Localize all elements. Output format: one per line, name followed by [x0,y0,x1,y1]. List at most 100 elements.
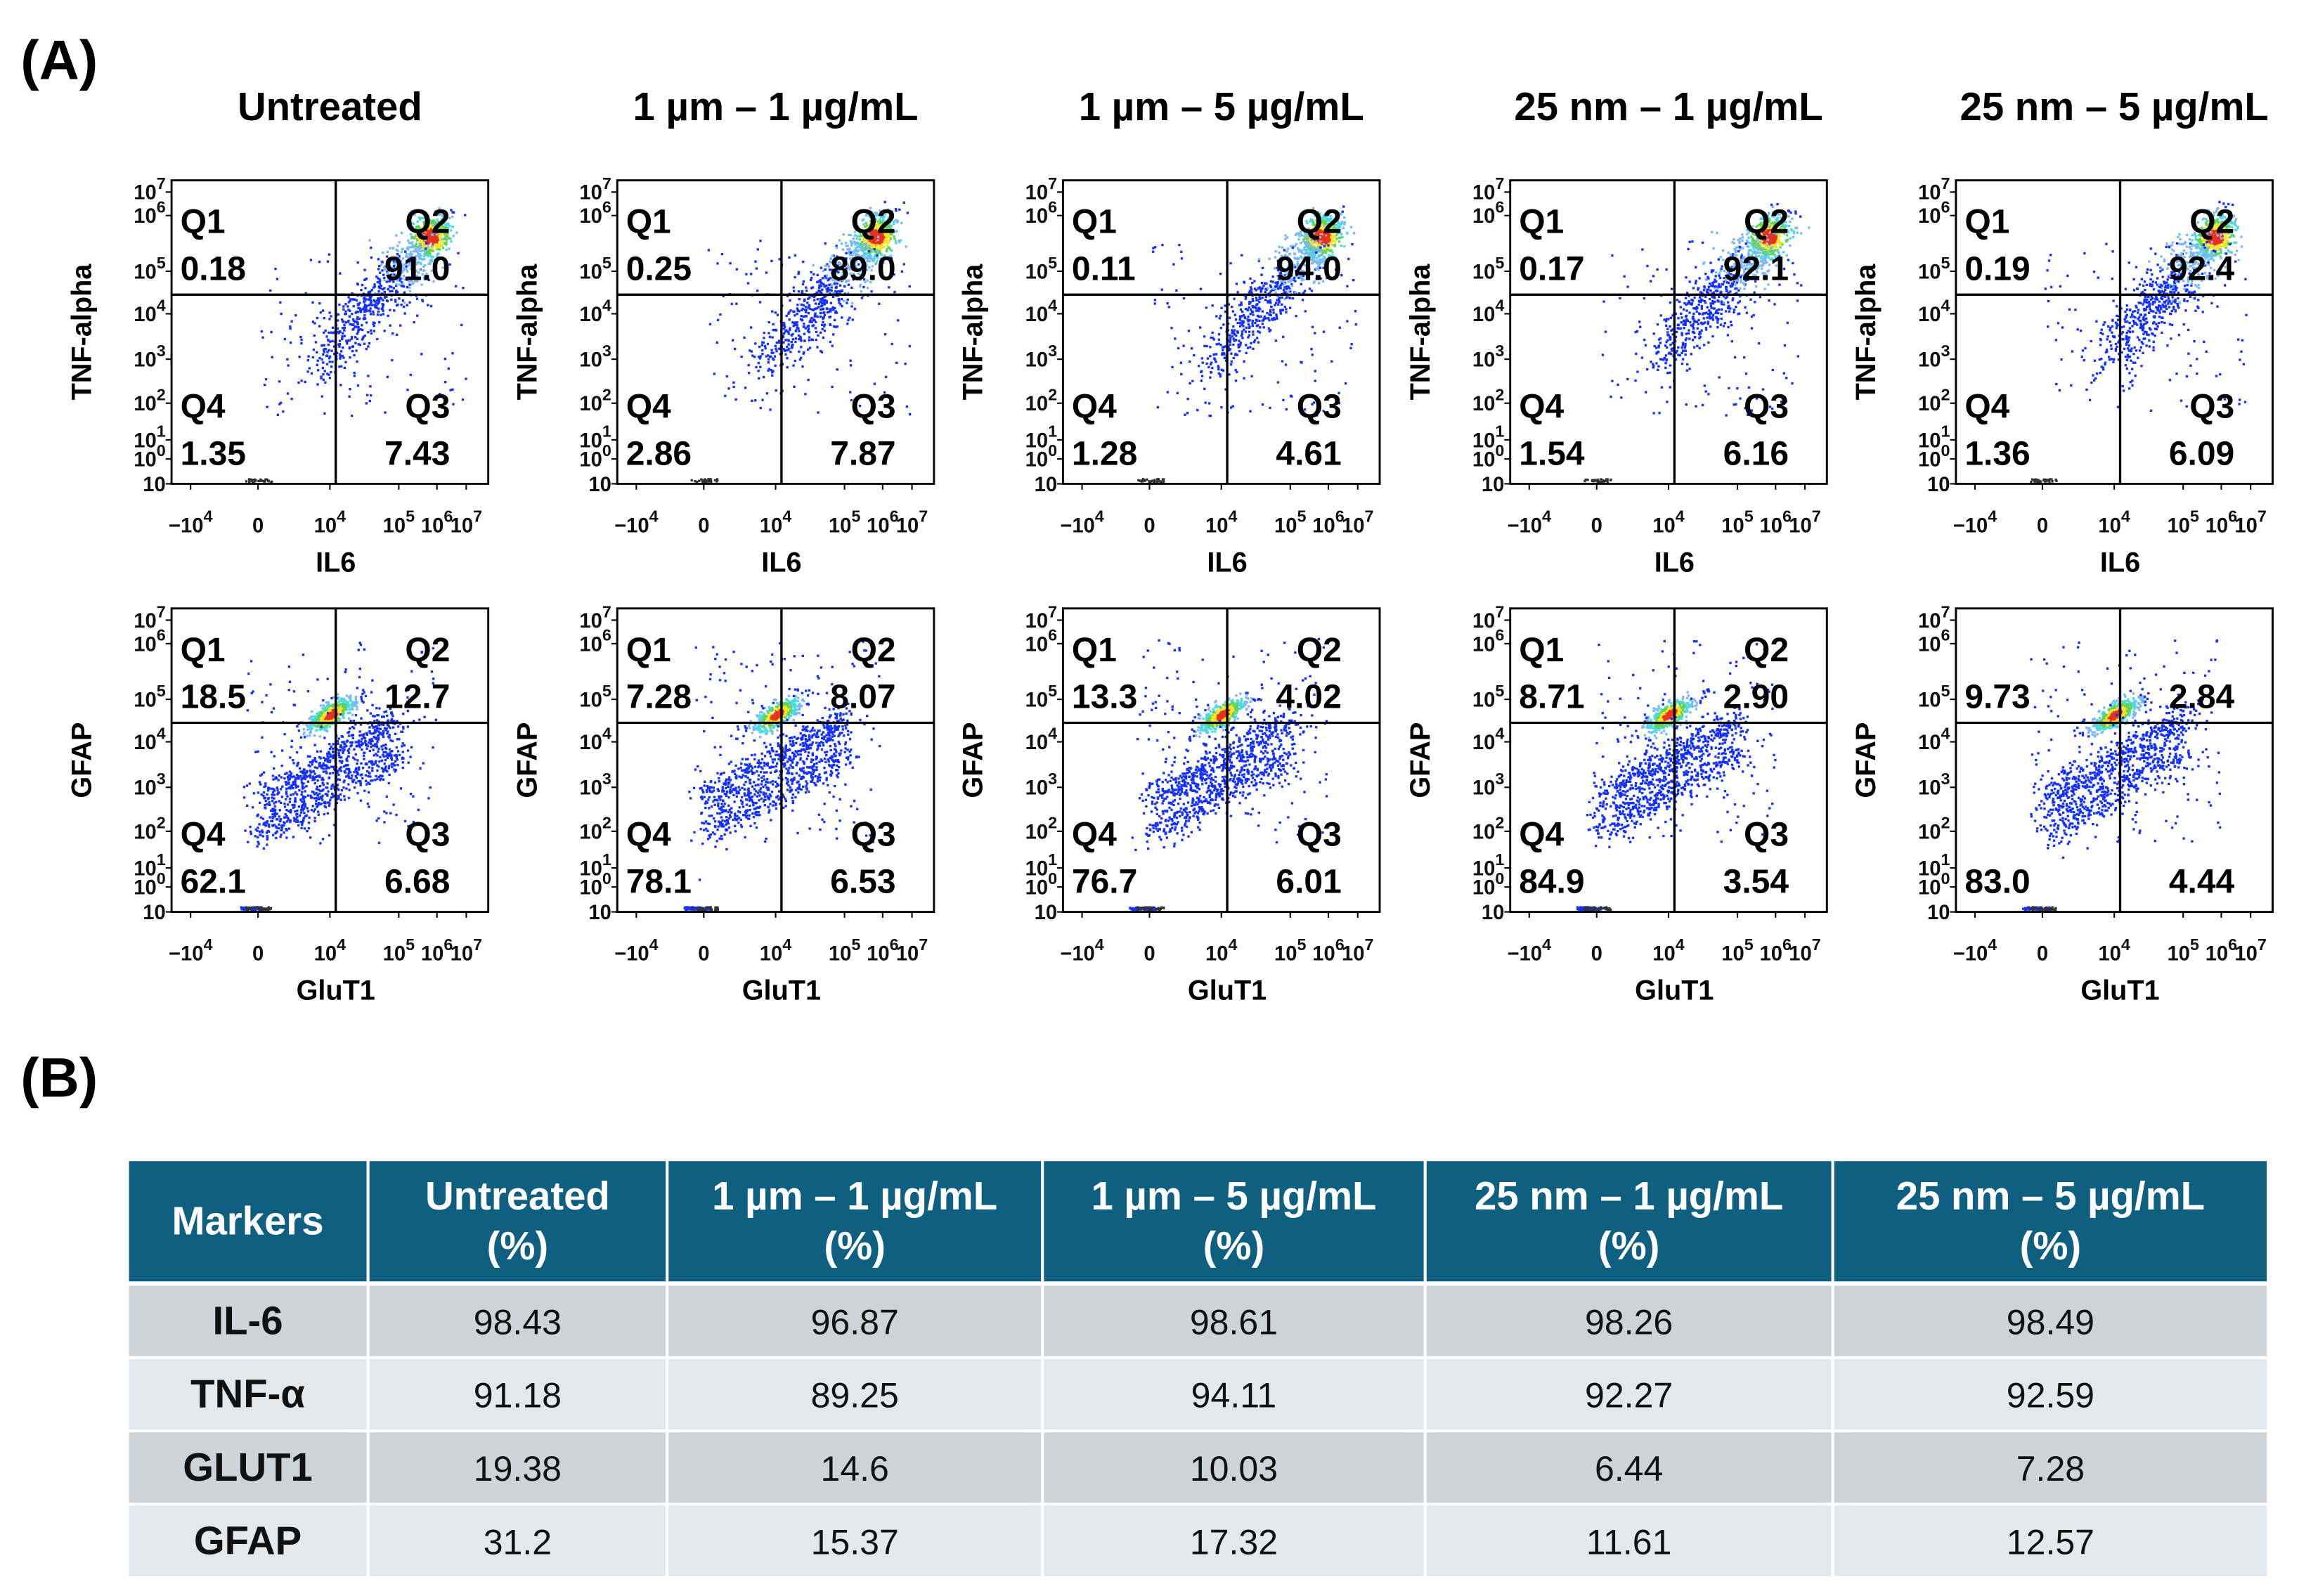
tick-label: 105 [1025,254,1057,284]
tick-base: 10 [1342,514,1364,537]
tick-exp: 2 [602,386,611,404]
event-dot [767,361,770,364]
event-dot [330,315,332,318]
tick-label: 107 [451,507,482,538]
event-dot [1222,349,1224,351]
event-dot [408,290,411,293]
event-dot [1282,288,1286,292]
event-dot [367,331,370,334]
event-dot [1234,379,1238,382]
event-dot [316,359,319,362]
event-dot [418,247,421,250]
event-dot [820,266,823,269]
event-dot [1250,342,1252,345]
event-dot [443,381,447,384]
event-dot [900,221,903,225]
event-dot [1347,257,1350,261]
event-dot [411,257,415,260]
tick-label: 106 [867,507,898,538]
event-dot [438,393,441,396]
event-dot [386,250,389,254]
event-dot [429,225,432,228]
event-dot [425,250,428,254]
event-dot [1275,315,1278,318]
event-dot [1791,217,1794,220]
event-dot [396,290,399,294]
event-dot [864,262,867,265]
event-dot [415,276,418,280]
event-dot [747,372,751,375]
event-dot [323,317,325,320]
event-dot [888,221,891,224]
event-dot [367,298,370,301]
event-dot [257,479,260,483]
event-dot [432,219,435,222]
event-dot [341,318,344,321]
event-dot [1259,326,1262,329]
event-dot [868,229,871,233]
event-dot [1664,354,1668,357]
quadrant-value: 91.0 [384,250,450,287]
event-dot [768,332,770,335]
event-dot [379,313,382,316]
event-dot [863,209,866,212]
event-dot [389,290,391,293]
event-dot [339,272,342,275]
event-dot [822,320,824,324]
event-dot [1728,304,1730,308]
event-dot [886,244,888,247]
event-dot [1690,298,1693,301]
event-dot [1260,273,1263,276]
event-dot [403,301,406,304]
event-dot [1257,341,1260,344]
event-dot [1790,228,1793,231]
event-dot [715,478,719,481]
event-dot [350,335,354,339]
event-dot [799,335,802,338]
event-dot [879,220,881,223]
event-dot [418,218,422,221]
event-dot [857,245,860,247]
event-dot [423,278,427,281]
event-dot [408,242,411,245]
event-dot [823,303,827,306]
event-dot [759,365,762,368]
event-dot [369,296,373,299]
event-dot [276,278,279,280]
event-dot [1259,297,1262,301]
event-dot [1685,332,1688,335]
event-dot [331,339,334,342]
event-dot [387,287,390,291]
event-dot [339,353,342,356]
event-dot [387,314,389,318]
event-dot [417,228,421,231]
event-dot [768,355,772,358]
tick-base: 10 [314,514,337,537]
event-dot [417,216,421,219]
event-dot [415,278,417,281]
event-dot [1280,303,1283,306]
event-dot [709,478,713,481]
event-dot [860,246,862,249]
event-dot [1284,234,1287,237]
event-dot [429,249,432,252]
event-dot [1258,319,1261,323]
tick-label: 10 [588,474,611,496]
event-dot [350,414,354,417]
event-dot [375,304,378,308]
event-dot [363,316,366,320]
event-dot [1685,276,1688,279]
event-dot [1180,372,1183,376]
y-axis-label: TNF-alpha [958,264,989,401]
event-dot [1669,344,1672,346]
event-dot [1750,244,1754,247]
event-dot [767,369,770,372]
event-dot [784,330,787,332]
event-dot [1669,371,1671,374]
event-dot [1755,246,1758,249]
event-dot [1638,320,1641,323]
event-dot [445,241,448,244]
event-dot [398,297,401,300]
event-dot [365,298,368,301]
event-dot [396,267,400,271]
